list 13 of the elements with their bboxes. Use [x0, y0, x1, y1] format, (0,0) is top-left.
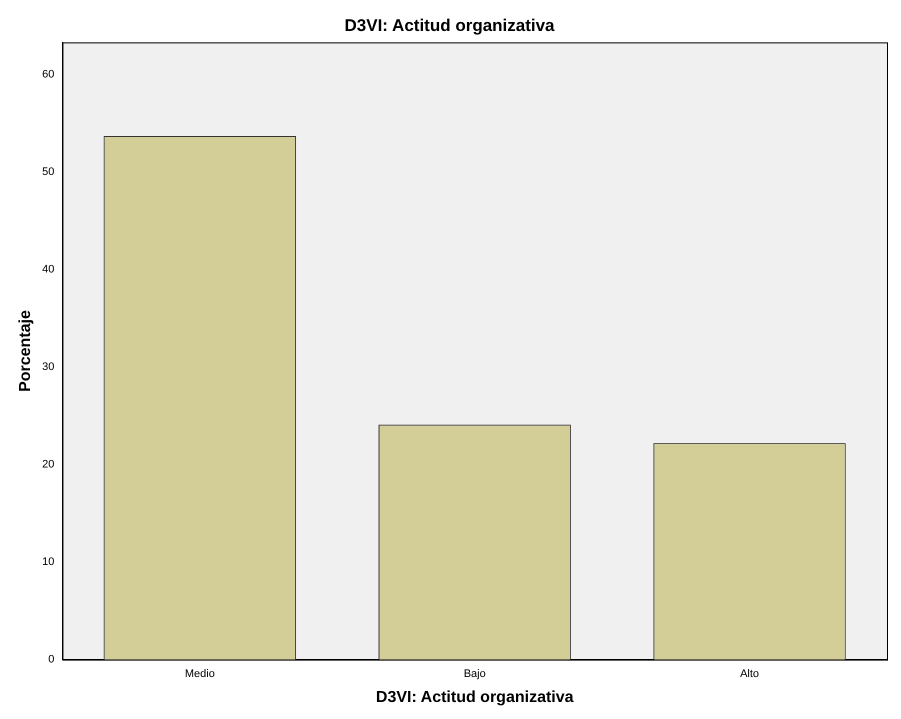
x-tick-label: Alto	[740, 668, 760, 680]
y-tick-label: 60	[42, 68, 54, 81]
x-axis-title: D3VI: Actitud organizativa	[376, 688, 574, 706]
x-tick-label: Bajo	[464, 668, 486, 680]
chart-title: D3VI: Actitud organizativa	[344, 16, 556, 35]
x-tick-label: Medio	[184, 668, 215, 680]
y-tick-label: 40	[42, 264, 54, 276]
y-tick-label: 0	[48, 654, 54, 666]
y-tick-label: 20	[42, 458, 54, 471]
y-tick-label: 10	[42, 556, 54, 568]
y-tick-label: 50	[42, 166, 54, 178]
y-tick-label: 30	[42, 361, 54, 374]
y-axis-title: Porcentaje	[17, 310, 34, 392]
